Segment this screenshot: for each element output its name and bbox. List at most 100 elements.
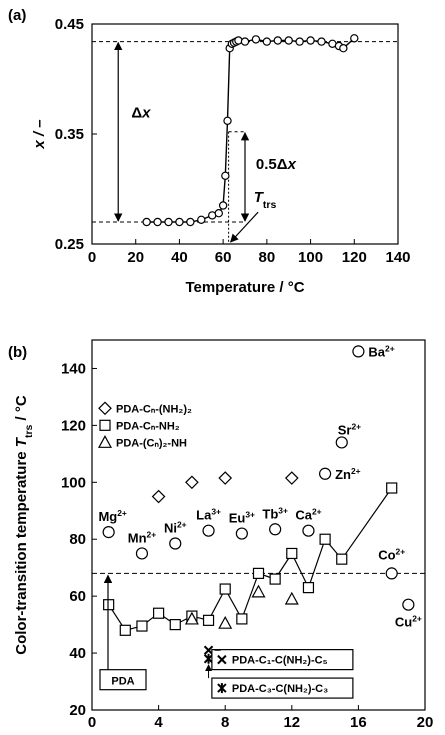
panel-b-ion-labels: Mg2+Mn2+ Ni2+ La3+ Eu3+ Tb3+ Ca2+ Zn2+ Sr2+ Ba2+… [98,343,421,629]
diamond-point [151,489,166,504]
callout-box [211,649,354,671]
data-point [175,217,184,227]
panel-b-callouts: PDA PDA-C₁-C(NH₂)-C₅ PDA-C₃-C(NH₂)-C₃ [99,574,354,699]
panel-b-series [102,345,415,636]
square-point [269,573,281,585]
circle-point [385,567,398,580]
data-point [284,36,293,45]
square-point [236,613,248,625]
data-point [142,217,151,227]
square-point [136,620,148,632]
series-diamond [151,471,299,504]
square-point [386,482,398,494]
square-point [202,614,215,626]
series-square [103,482,398,636]
data-point [295,37,304,46]
legend-label-square: PDA-Cₙ-NH₂ [116,420,180,432]
square-point [302,582,315,594]
callout-box [211,677,354,699]
y-tick-label: 0.25 [55,236,84,253]
pda-box-label: PDA [111,676,134,688]
x-tick-label: 20 [127,249,144,266]
panel-a-x-title: Temperature / °C [185,279,304,296]
panel-b-frame [91,339,426,711]
x-tick-label: 0 [88,714,96,731]
callout-marker-x [217,654,227,665]
y-tick-label: 80 [69,531,86,548]
x-tick-label: 8 [221,714,229,731]
circle-point [202,524,215,537]
square-point [319,533,331,545]
ion-label-ba: Ba2+ [368,343,394,359]
data-point [214,208,223,218]
y-tick-label: 0.35 [55,126,84,143]
diamond-point [218,471,233,485]
series-circle [102,345,415,611]
x-tick-label: 0 [88,249,96,266]
circle-point [235,527,248,540]
circle-point [352,345,365,358]
x-tick-label: 140 [385,249,410,266]
ion-label-zn: Zn2+ [335,466,361,482]
series-line [108,487,393,631]
x-tick-label: 20 [417,714,434,731]
ttrs-label: Ttrs [254,189,277,211]
circle-point [335,436,348,449]
data-point [153,217,162,227]
y-tick-label: 120 [61,417,86,434]
ion-label-mn: Mn2+ [128,529,156,545]
x-marker-stroke [217,654,227,665]
panel-b-y-title: Color-transition temperature Ttrs / °C [13,395,35,655]
y-tick-label: 60 [69,588,86,605]
callout-marker-asterisk [217,683,227,694]
delta-x-label: Δx [131,105,151,122]
ion-label-mg: Mg2+ [98,508,126,524]
circle-point [169,537,182,550]
half-delta-label: 0.5Δx [256,156,297,173]
data-point [218,201,228,210]
data-point [197,215,206,224]
square-point [219,583,231,595]
ion-label-eu: Eu3+ [229,510,255,526]
data-point [164,217,173,227]
x-tick-label: 40 [171,249,188,266]
circle-point [402,598,415,611]
ttrs-arrow [230,211,259,243]
panel-a-reference-lines [92,41,398,244]
ion-label-tb: Tb3+ [262,505,288,521]
series-triangle [184,584,299,629]
diamond-point [284,471,299,485]
data-point [251,35,261,44]
x-tick-label: 16 [350,714,367,731]
asterisk-point [203,653,214,664]
panel-a-y-title: x / – [31,119,48,149]
ion-label-la: La3+ [196,507,221,523]
ion-label-cu: Cu2+ [395,614,422,630]
panel-b-label: (b) [8,344,27,361]
triangle-point [218,615,233,629]
legend-marker-square [99,419,111,431]
circle-point [102,526,115,539]
data-point [223,116,232,126]
data-point [273,36,282,45]
data-point [317,37,326,46]
pda-box [99,669,147,691]
y-tick-label: 20 [69,702,86,719]
data-point [221,171,230,180]
panel-b-ticks: 0 4 8 12 16 20 20 40 60 80 100 120 140 [61,360,433,731]
data-point [339,44,348,53]
ion-label-ca: Ca2+ [295,507,321,523]
legend-label-diamond: PDA-Cₙ-(NH₂)₂ [116,403,192,415]
panel-b-legend: PDA-Cₙ-(NH₂)₂ PDA-Cₙ-NH₂ PDA-(Cₙ)₂-NH [97,401,192,449]
y-tick-label: 140 [61,360,86,377]
x-tick-label: 60 [215,249,232,266]
panel-b-axis-titles: Carbon number n of Cn / – Color-transitio… [13,395,351,735]
x-tick-label: 4 [154,714,163,731]
panel-a-label: (a) [8,7,26,24]
diamond-point [185,475,199,490]
y-tick-label: 100 [61,474,86,491]
x-marker-stroke [203,645,214,655]
data-line [146,37,355,223]
square-point [153,607,165,619]
ion-label-co: Co2+ [378,546,405,562]
